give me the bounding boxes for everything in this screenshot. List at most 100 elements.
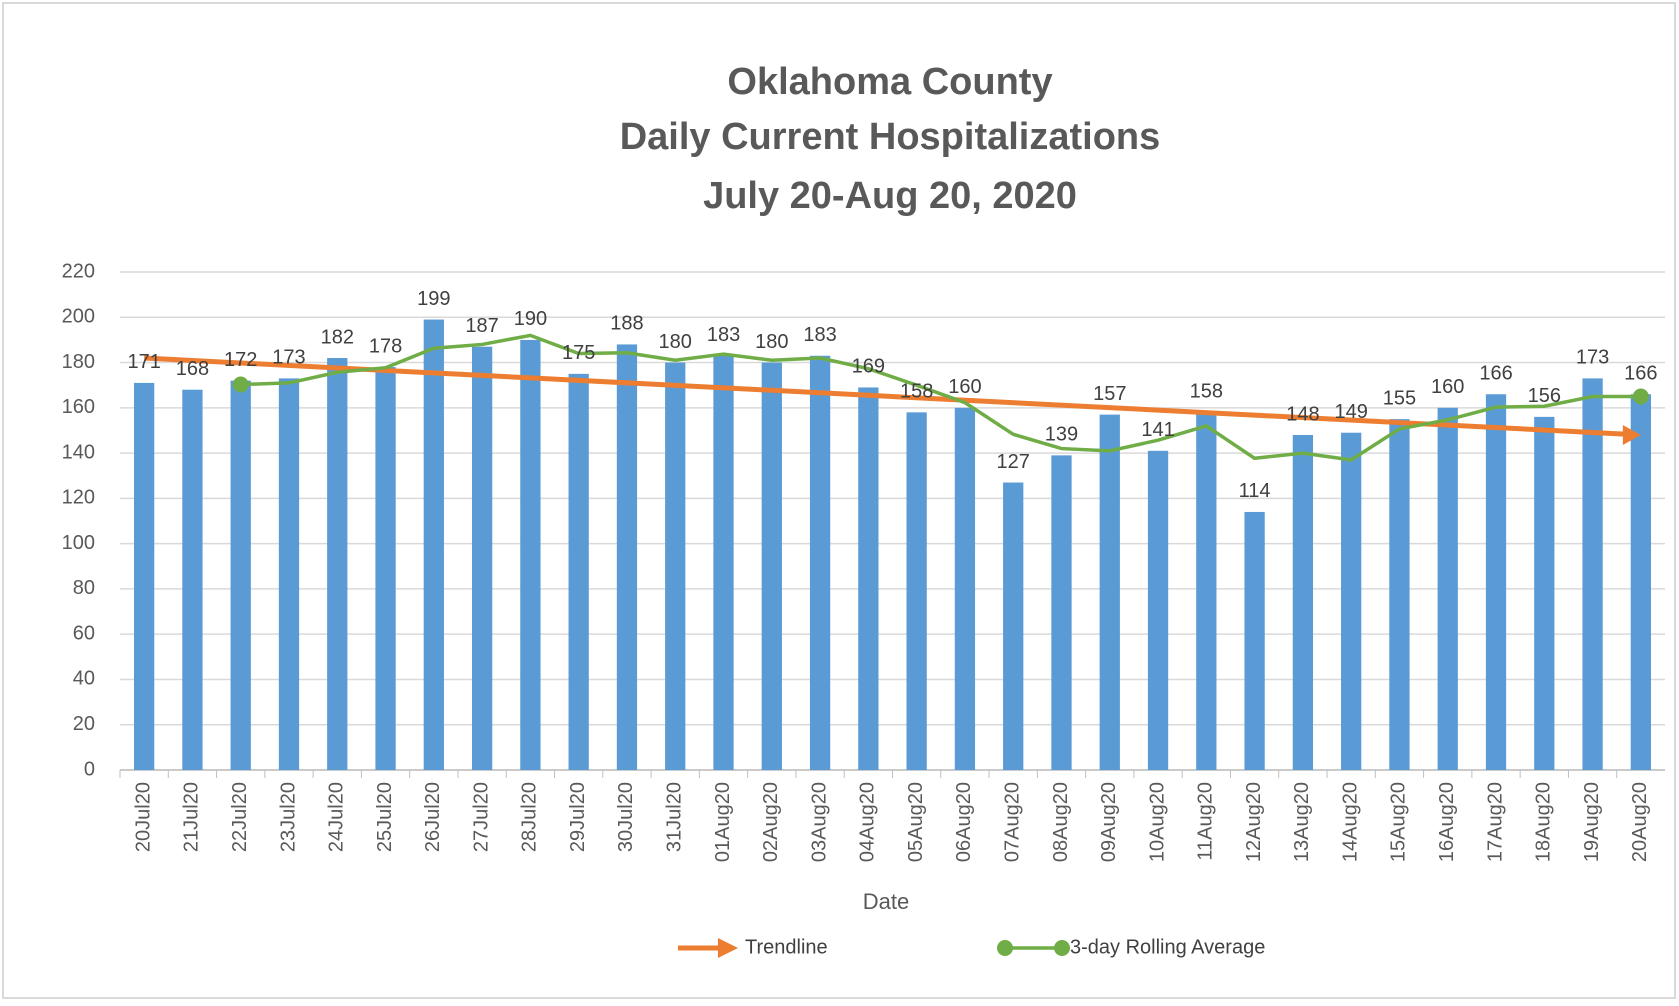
- data-label: 171: [127, 351, 160, 373]
- y-tick-label: 40: [73, 668, 95, 690]
- x-tick-label: 17Aug20: [1484, 782, 1506, 862]
- y-tick-label: 180: [62, 351, 95, 373]
- x-tick-label: 13Aug20: [1291, 782, 1313, 862]
- x-tick-label: 20Aug20: [1629, 782, 1651, 862]
- data-label: 190: [514, 308, 547, 330]
- x-tick-label: 24Jul20: [326, 782, 348, 852]
- bar: [375, 367, 396, 770]
- bar: [809, 355, 831, 770]
- data-label: 182: [321, 326, 354, 348]
- data-label: 139: [1045, 424, 1078, 446]
- x-tick-label: 05Aug20: [905, 782, 927, 862]
- bar: [1630, 394, 1651, 770]
- data-label: 160: [1431, 376, 1464, 398]
- x-tick-label: 22Jul20: [229, 782, 251, 852]
- bar: [1582, 378, 1603, 770]
- bar: [1196, 412, 1217, 770]
- x-tick-label: 12Aug20: [1243, 782, 1265, 862]
- bar: [520, 339, 541, 770]
- data-label: 160: [948, 376, 981, 398]
- bar: [182, 389, 203, 770]
- bar: [665, 362, 686, 770]
- bar: [1003, 482, 1024, 770]
- x-tick-label: 09Aug20: [1098, 782, 1120, 862]
- x-tick-label: 08Aug20: [1050, 782, 1072, 862]
- trendline: [144, 355, 1627, 437]
- x-tick-label: 20Jul20: [132, 782, 154, 852]
- rolling-average-marker: [232, 376, 249, 393]
- x-tick-label: 04Aug20: [857, 782, 879, 862]
- data-label: 168: [176, 358, 209, 380]
- data-label: 199: [417, 288, 450, 310]
- data-label: 156: [1528, 385, 1561, 407]
- data-label: 173: [1576, 347, 1609, 369]
- bar: [568, 373, 589, 770]
- bar: [858, 387, 879, 770]
- y-tick-label: 220: [62, 260, 95, 282]
- y-tick-label: 140: [62, 441, 95, 463]
- bar: [1244, 511, 1265, 770]
- bar: [1051, 455, 1072, 770]
- x-tick-label: 02Aug20: [760, 782, 782, 862]
- bar: [471, 346, 493, 770]
- bar: [1341, 432, 1362, 770]
- x-tick-label: 27Jul20: [470, 782, 492, 852]
- data-label: 114: [1239, 480, 1271, 502]
- y-tick-label: 20: [73, 713, 95, 735]
- data-label: 141: [1141, 419, 1174, 441]
- data-label: 173: [272, 347, 305, 369]
- x-tick-label: 31Jul20: [664, 782, 686, 852]
- x-tick-label: 16Aug20: [1436, 782, 1458, 862]
- data-label: 169: [852, 356, 885, 378]
- bar: [1147, 450, 1169, 770]
- data-label: 180: [755, 331, 788, 353]
- y-tick-label: 60: [73, 622, 95, 644]
- bar: [278, 378, 300, 770]
- data-label: 166: [1624, 363, 1657, 385]
- legend-line-marker: [997, 940, 1013, 956]
- data-label: 183: [707, 324, 740, 346]
- x-tick-label: 07Aug20: [1001, 782, 1023, 862]
- data-label: 183: [803, 324, 836, 346]
- bar: [1292, 434, 1314, 770]
- x-tick-label: 21Jul20: [181, 782, 203, 852]
- y-tick-label: 160: [62, 396, 95, 418]
- data-label: 188: [610, 313, 643, 335]
- x-tick-label: 03Aug20: [808, 782, 830, 862]
- bar: [423, 319, 444, 770]
- data-label: 187: [465, 315, 498, 337]
- x-tick-label: 26Jul20: [422, 782, 444, 852]
- bar: [1485, 394, 1507, 770]
- data-label: 172: [224, 349, 257, 371]
- x-tick-label: 01Aug20: [712, 782, 734, 862]
- data-label: 155: [1383, 387, 1416, 409]
- chart-title: Daily Current Hospitalizations: [620, 116, 1161, 158]
- legend-line-marker: [1054, 940, 1070, 956]
- rolling-average-line: [240, 333, 1641, 462]
- trendline-arrow: [1622, 424, 1641, 445]
- data-label: 166: [1479, 363, 1512, 385]
- x-tick-label: 28Jul20: [519, 782, 541, 852]
- data-label: 178: [369, 335, 402, 357]
- y-tick-label: 200: [62, 306, 95, 328]
- legend-trend-arrow: [718, 938, 738, 958]
- bar: [954, 407, 976, 770]
- legend-label: 3-day Rolling Average: [1070, 936, 1265, 958]
- data-label: 158: [900, 381, 933, 403]
- x-tick-label: 11Aug20: [1195, 782, 1217, 861]
- bar: [327, 358, 348, 770]
- x-tick-label: 10Aug20: [1146, 782, 1168, 862]
- chart-title: Oklahoma County: [727, 61, 1052, 103]
- x-tick-label: 14Aug20: [1339, 782, 1361, 862]
- bar: [230, 380, 251, 770]
- data-label: 127: [997, 451, 1030, 473]
- x-tick-label: 23Jul20: [277, 782, 299, 852]
- x-axis-label: Date: [863, 889, 909, 914]
- y-tick-label: 0: [84, 758, 95, 780]
- chart-title: July 20-Aug 20, 2020: [703, 175, 1077, 217]
- bar: [134, 382, 155, 770]
- bar: [761, 362, 782, 770]
- y-tick-label: 100: [62, 532, 95, 554]
- x-tick-label: 25Jul20: [374, 782, 396, 852]
- x-tick-label: 29Jul20: [567, 782, 589, 852]
